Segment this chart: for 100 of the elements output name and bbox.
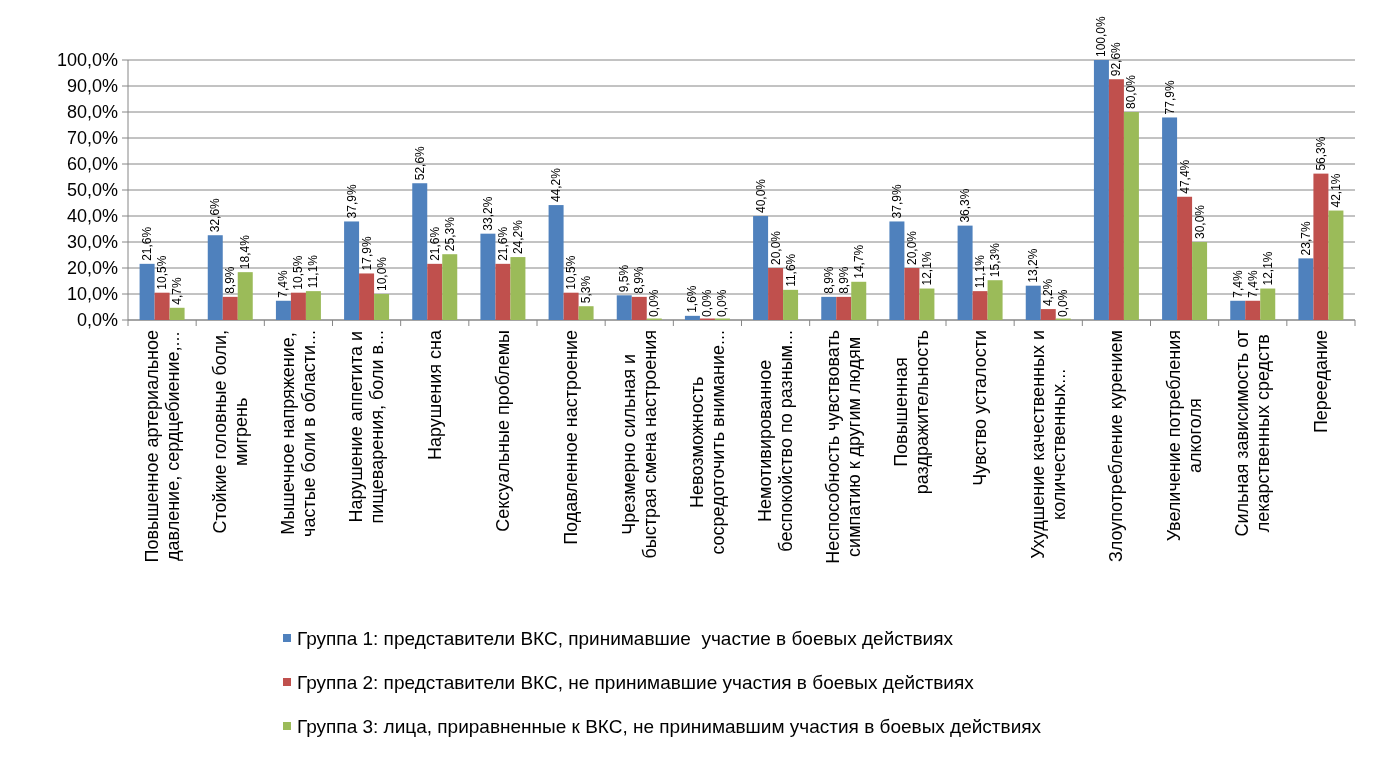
- data-label: 32,6%: [208, 197, 223, 233]
- y-tick-label: 0,0%: [76, 310, 118, 330]
- data-label: 92,6%: [1109, 41, 1124, 77]
- bar: [1123, 112, 1139, 320]
- data-label: 7,4%: [276, 270, 291, 298]
- x-tick-label: Увеличение потребления алкоголя: [1164, 329, 1206, 542]
- x-tick-label: Злоупотребление курением: [1106, 329, 1127, 563]
- data-label: 77,9%: [1162, 80, 1177, 115]
- data-label: 4,2%: [1041, 278, 1056, 307]
- data-label: 12,1%: [919, 251, 934, 286]
- data-label: 21,6%: [495, 226, 510, 261]
- data-label: 13,2%: [1026, 248, 1041, 283]
- x-tick-label: Чувство усталости: [970, 330, 991, 486]
- bar: [578, 306, 594, 320]
- data-label: 8,9%: [223, 266, 238, 294]
- data-label: 100,0%: [1094, 15, 1109, 57]
- x-tick-label: Сильная зависимость от лекарственных средств: [1232, 330, 1274, 537]
- data-label: 17,9%: [359, 236, 374, 271]
- y-tick-label: 80,0%: [66, 102, 118, 122]
- bar: [919, 288, 935, 320]
- y-tick-label: 30,0%: [66, 232, 118, 252]
- legend-label: Группа 3: лица, приравненные к ВКС, не принимавшим участия в боевых действиях: [297, 715, 1042, 737]
- bar: [1040, 309, 1056, 320]
- data-label: 20,0%: [768, 230, 783, 265]
- data-label: 11,1%: [306, 254, 321, 289]
- data-label: 0,0%: [700, 289, 715, 317]
- bar: [1093, 60, 1109, 320]
- x-tick-label: Мышечное напряжение, частые боли в области...: [277, 329, 319, 537]
- bar: [374, 294, 390, 320]
- x-tick-label: Повышенное артериальное давление, сердцебиение,...: [141, 330, 183, 563]
- data-label: 14,7%: [851, 244, 866, 279]
- data-label: 23,7%: [1298, 221, 1313, 256]
- data-label: 11,1%: [973, 254, 988, 289]
- y-tick-label: 60,0%: [66, 154, 118, 174]
- data-label: 56,3%: [1313, 136, 1328, 171]
- data-label: 36,3%: [958, 188, 973, 223]
- x-tick-label: Переедание: [1310, 330, 1331, 434]
- bar: [957, 225, 973, 320]
- x-tick-label: Повышенная раздражительность: [891, 329, 933, 495]
- bar: [768, 268, 784, 320]
- x-tick-label: Чрезмерно сильная и быстрая смена настроения: [618, 330, 660, 559]
- data-label: 21,6%: [427, 226, 442, 261]
- y-tick-label: 90,0%: [66, 76, 118, 96]
- x-tick-label: Стойкие головные боли, мигрень: [209, 330, 251, 534]
- bar: [1108, 79, 1124, 320]
- y-tick-label: 100,0%: [56, 50, 118, 70]
- data-label: 42,1%: [1328, 173, 1343, 208]
- bar: [631, 296, 647, 320]
- data-label: 8,9%: [821, 266, 836, 294]
- bar: [154, 292, 170, 320]
- y-tick-label: 20,0%: [66, 258, 118, 278]
- bar: [904, 268, 920, 320]
- data-label: 15,3%: [988, 242, 1003, 278]
- bar: [1313, 173, 1329, 320]
- bar: [1230, 300, 1246, 320]
- bar: [290, 292, 306, 320]
- data-label: 8,9%: [632, 266, 647, 294]
- data-label: 37,9%: [889, 184, 904, 219]
- bar: [987, 280, 1003, 320]
- data-label: 21,6%: [140, 226, 155, 261]
- x-tick-label: Ухудшение качественных и количественных...: [1027, 329, 1069, 559]
- bar: [237, 272, 253, 320]
- bar: [684, 315, 700, 320]
- data-label: 0,0%: [715, 289, 730, 317]
- y-tick-label: 10,0%: [66, 284, 118, 304]
- bar: [359, 273, 375, 320]
- bar: [616, 295, 632, 320]
- bar: [442, 254, 458, 320]
- bar: [207, 235, 223, 320]
- bar: [548, 205, 564, 320]
- data-label: 8,9%: [836, 266, 851, 294]
- x-tick-label: Нарушения сна: [424, 329, 445, 460]
- bar: [783, 289, 799, 320]
- bar: [495, 263, 511, 320]
- bar: [427, 263, 443, 320]
- bar: [1192, 242, 1208, 320]
- data-label: 0,0%: [1056, 289, 1071, 317]
- data-label: 7,4%: [1245, 270, 1260, 298]
- data-label: 10,0%: [374, 256, 389, 291]
- data-label: 18,4%: [238, 234, 253, 270]
- y-tick-label: 70,0%: [66, 128, 118, 148]
- bar: [1245, 300, 1261, 320]
- bar: [821, 296, 837, 320]
- x-tick-label: Немотивированное беспокойство по разным...: [755, 329, 797, 552]
- data-label: 25,3%: [442, 216, 457, 252]
- bar: [169, 307, 185, 320]
- y-tick-label: 50,0%: [66, 180, 118, 200]
- y-tick-label: 40,0%: [66, 206, 118, 226]
- bar: [305, 291, 321, 320]
- data-label: 40,0%: [753, 178, 768, 213]
- x-tick-label: Невозможность сосредоточить внимание...: [686, 330, 728, 555]
- data-label: 4,7%: [170, 277, 185, 305]
- bar: [1328, 210, 1344, 320]
- data-label: 24,2%: [510, 219, 525, 255]
- data-label: 5,3%: [579, 275, 594, 304]
- bar: [1162, 117, 1178, 320]
- data-label: 30,0%: [1192, 204, 1207, 239]
- bar: [412, 183, 428, 320]
- bar: [1025, 285, 1041, 320]
- x-tick-label: Нарушение аппетита и пищеварения, боли в...: [346, 330, 388, 524]
